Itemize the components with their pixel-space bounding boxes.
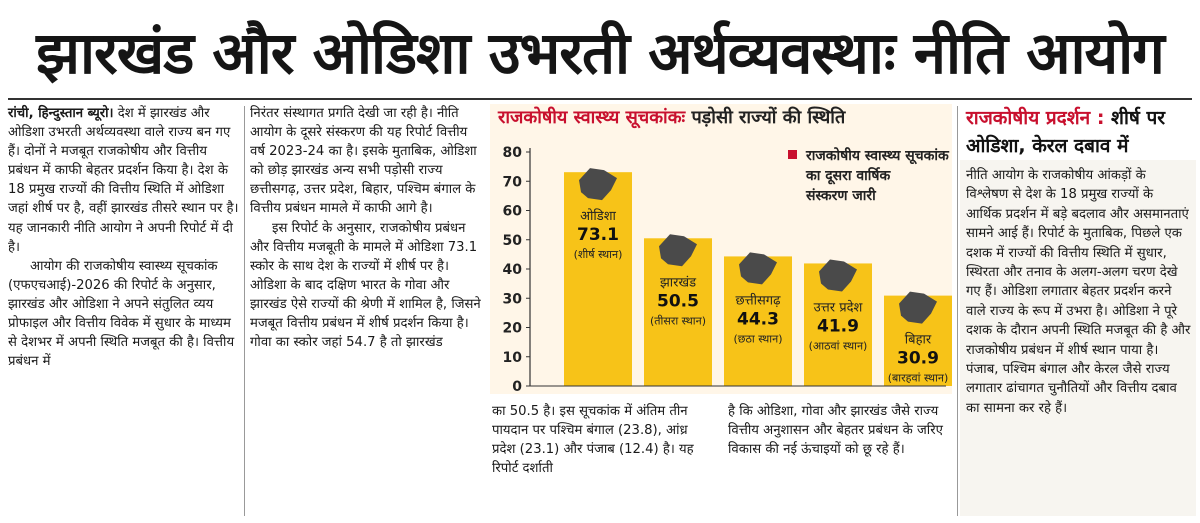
y-tick-label: 60 [503,204,523,220]
article-continuation-left: का 50.5 है। इस सूचकांक में अंतिम तीन पाय… [492,404,694,477]
state-map-icon [899,291,937,324]
category-label: झारखंड [660,275,697,290]
column-divider [957,106,958,516]
y-tick-label: 80 [503,145,523,161]
rank-label: (शीर्ष स्थान) [574,248,623,261]
sidebar-background [960,160,1196,516]
sidebar-title-rest: शीर्ष पर ओडिशा, केरल दबाव में [966,107,1166,157]
legend-swatch [788,150,797,159]
category-label: बिहार [905,332,932,348]
headline: झारखंड और ओडिशा उभरती अर्थव्यवस्थाः नीति… [36,18,1165,87]
article-continuation-right: है कि ओडिशा, गोवा और झारखंड जैसे राज्य व… [728,404,943,458]
paragraph: आयोग की राजकोषीय स्वास्थ्य सूचकांक (एफएच… [8,258,235,370]
rank-label: (बारहवां स्थान) [888,372,949,385]
data-label: 73.1 [577,225,619,245]
category-label: छत्तीसगढ़ [736,292,782,308]
legend-label: राजकोषीय स्वास्थ्य सूचकांक का दूसरा वार्ष… [805,147,950,204]
state-map-icon [819,259,857,292]
state-map-icon [579,168,617,201]
chart-title-rest: पड़ोसी राज्यों की स्थिति [691,107,846,128]
data-label: 44.3 [737,309,779,329]
data-label: 41.9 [817,316,859,336]
paragraph: इस रिपोर्ट के अनुसार, राजकोषीय प्रबंधन औ… [250,220,481,351]
sidebar-title: राजकोषीय प्रदर्शन : शीर्ष पर ओडिशा, केरल… [966,104,1194,160]
headline-rule [8,98,1192,100]
y-tick-label: 70 [503,174,523,190]
chart-title: राजकोषीय स्वास्थ्य सूचकांकः पड़ोसी राज्य… [498,104,950,132]
rank-label: (तीसरा स्थान) [650,314,706,327]
paragraph: निरंतर संस्थागत प्रगति देखी जा रही है। न… [250,106,477,217]
bar-1 [564,172,632,386]
article-column-1: रांची, हिन्दुस्तान ब्यूरो। देश में झारखं… [8,104,240,371]
paragraph: रांची, हिन्दुस्तान ब्यूरो। देश में झारखं… [8,104,240,257]
column-divider [244,106,245,516]
category-label: ओडिशा [580,208,616,224]
y-tick-label: 40 [503,262,523,278]
state-map-icon [739,252,777,285]
y-tick-label: 10 [503,350,523,366]
article-column-2: निरंतर संस्थागत प्रगति देखी जा रही है। न… [250,104,482,352]
y-tick-label: 50 [503,233,523,249]
bar-chart: 0 10 20 30 40 50 60 70 80 राजकोषीय स्वास्थ्य सूचक… [503,145,952,392]
rank-label: (आठवां स्थान) [809,339,868,352]
paragraph-text: देश में झारखंड और ओडिशा उभरती अर्थव्यवस्… [8,106,239,255]
y-tick-label: 0 [512,379,522,392]
dateline: रांची, हिन्दुस्तान ब्यूरो। [8,106,114,121]
data-label: 50.5 [657,291,699,311]
y-tick-label: 30 [503,291,523,307]
state-map-icon [659,234,697,267]
sidebar-text: नीति आयोग के राजकोषीय आंकड़ों के विश्लेष… [966,168,1191,416]
data-label: 30.9 [897,349,939,369]
category-label: उत्तर प्रदेश [814,299,864,315]
rank-label: (छठा स्थान) [733,332,782,345]
chart-title-highlight: राजकोषीय स्वास्थ्य सूचकांकः [498,107,686,128]
y-tick-label: 20 [503,321,523,337]
sidebar-title-highlight: राजकोषीय प्रदर्शन : [966,107,1105,129]
